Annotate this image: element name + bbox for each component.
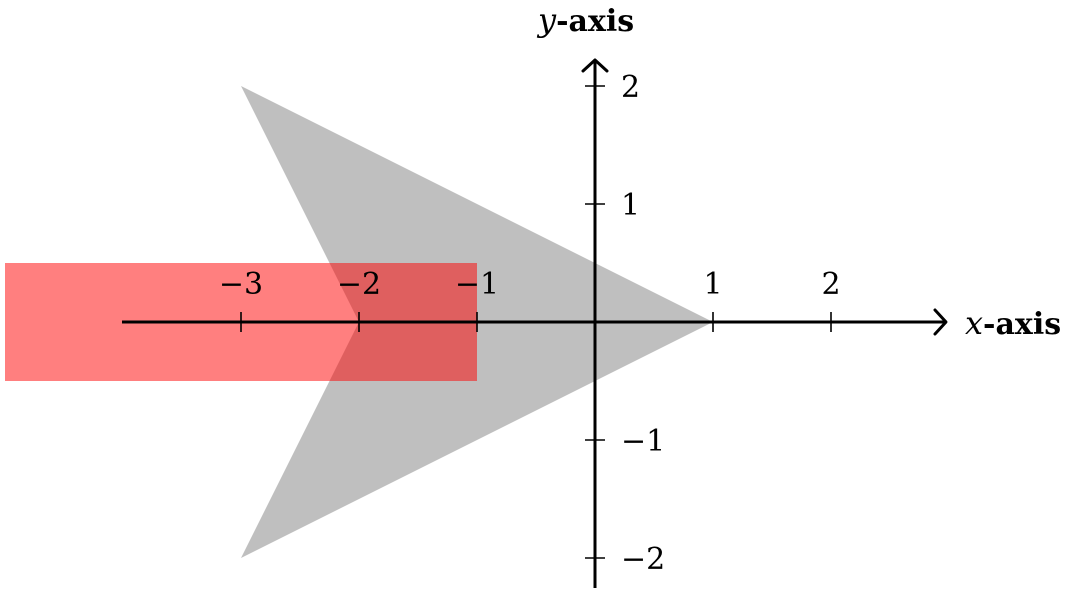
- x-axis: −3 −2 −1 1 2 x-axis: [122, 267, 1061, 342]
- x-tick-label: −2: [337, 267, 381, 302]
- x-axis-title-var: x: [965, 304, 983, 342]
- x-tick-label: −1: [455, 267, 499, 302]
- x-axis-title: x-axis: [965, 304, 1061, 342]
- y-axis-title-var: y: [536, 1, 557, 39]
- y-axis-arrow-icon: [581, 58, 609, 73]
- x-axis-arrow-icon: [933, 308, 948, 336]
- x-tick-label: 2: [821, 267, 840, 302]
- y-tick-label: 2: [621, 70, 640, 105]
- y-axis-title-word: -axis: [556, 4, 634, 39]
- x-tick-label: −3: [219, 267, 263, 302]
- y-tick-label: −2: [621, 542, 665, 577]
- x-axis-title-word: -axis: [983, 307, 1061, 342]
- y-tick-label: −1: [621, 424, 665, 459]
- x-axis-ticks: −3 −2 −1 1 2: [219, 267, 841, 332]
- y-axis-title: y-axis: [536, 1, 634, 39]
- y-tick-label: 1: [621, 188, 640, 223]
- y-axis-ticks: 2 1 −1 −2: [585, 70, 665, 577]
- x-tick-label: 1: [703, 267, 722, 302]
- y-axis: 2 1 −1 −2 y-axis: [536, 1, 665, 588]
